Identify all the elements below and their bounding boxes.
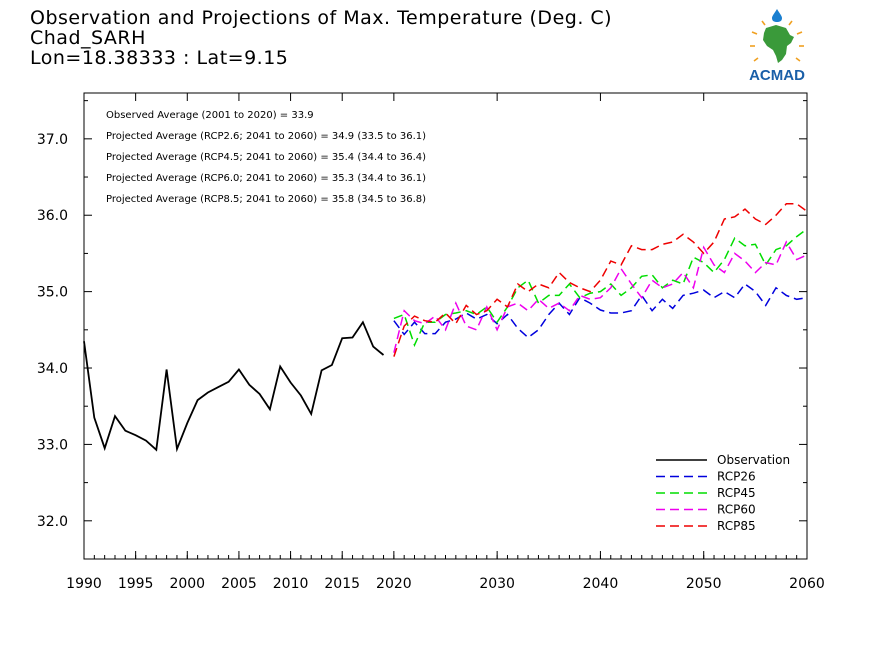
x-tick-label: 1995 <box>118 576 154 592</box>
sun-rays-icon <box>750 18 804 62</box>
logo-text: ACMAD <box>749 67 805 84</box>
average-annotation: Observed Average (2001 to 2020) = 33.9 <box>106 110 314 121</box>
y-tick-label: 37.0 <box>37 132 68 148</box>
station-name: Chad_SARH <box>30 27 146 49</box>
legend-label: RCP26 <box>717 470 756 484</box>
average-annotation: Projected Average (RCP8.5; 2041 to 2060)… <box>106 194 426 205</box>
axis-ticks: 1990 1995 2000 2005 2010 2015 2020 2030 2040 2050… <box>37 93 825 592</box>
station-coordinates: Lon=18.38333 : Lat=9.15 <box>30 47 289 69</box>
y-tick-label: 32.0 <box>37 514 68 530</box>
average-annotation: Projected Average (RCP4.5; 2041 to 2060)… <box>106 152 426 163</box>
chart-title-block: Observation and Projections of Max. Temp… <box>30 8 612 68</box>
africa-map-icon <box>763 25 794 63</box>
series-line-observation <box>83 320 385 453</box>
y-tick-label: 35.0 <box>37 285 68 301</box>
x-tick-label: 1990 <box>66 576 102 592</box>
y-tick-label: 34.0 <box>37 361 68 377</box>
average-annotation: Projected Average (RCP6.0; 2041 to 2060)… <box>106 173 426 184</box>
acmad-logo: ACMAD <box>749 9 805 84</box>
x-tick-label: 2010 <box>273 576 309 592</box>
x-tick-label: 2060 <box>789 576 825 592</box>
annotation-group: Observed Average (2001 to 2020) = 33.9 Pr… <box>106 110 426 205</box>
chart-title: Observation and Projections of Max. Temp… <box>30 7 613 29</box>
x-tick-label: 2030 <box>479 576 515 592</box>
x-tick-label: 2005 <box>221 576 257 592</box>
series-group <box>83 203 808 453</box>
y-tick-label: 33.0 <box>37 437 68 453</box>
water-drop-icon <box>772 9 782 22</box>
legend-label: RCP45 <box>717 486 756 500</box>
y-tick-label: 36.0 <box>37 208 68 224</box>
series-line-rcp26 <box>393 282 808 339</box>
legend: Observation RCP26 RCP45 RCP60 RCP85 <box>656 453 790 533</box>
series-line-rcp85 <box>393 203 808 357</box>
x-tick-label: 2050 <box>686 576 722 592</box>
legend-label: RCP85 <box>717 519 756 533</box>
series-line-rcp60 <box>393 240 808 353</box>
x-tick-label: 2020 <box>376 576 412 592</box>
series-line-rcp45 <box>393 228 808 348</box>
average-annotation: Projected Average (RCP2.6; 2041 to 2060)… <box>106 131 426 142</box>
legend-label: Observation <box>717 453 790 467</box>
x-tick-label: 2015 <box>324 576 360 592</box>
legend-label: RCP60 <box>717 503 756 517</box>
x-tick-label: 2000 <box>169 576 205 592</box>
x-tick-label: 2040 <box>583 576 619 592</box>
